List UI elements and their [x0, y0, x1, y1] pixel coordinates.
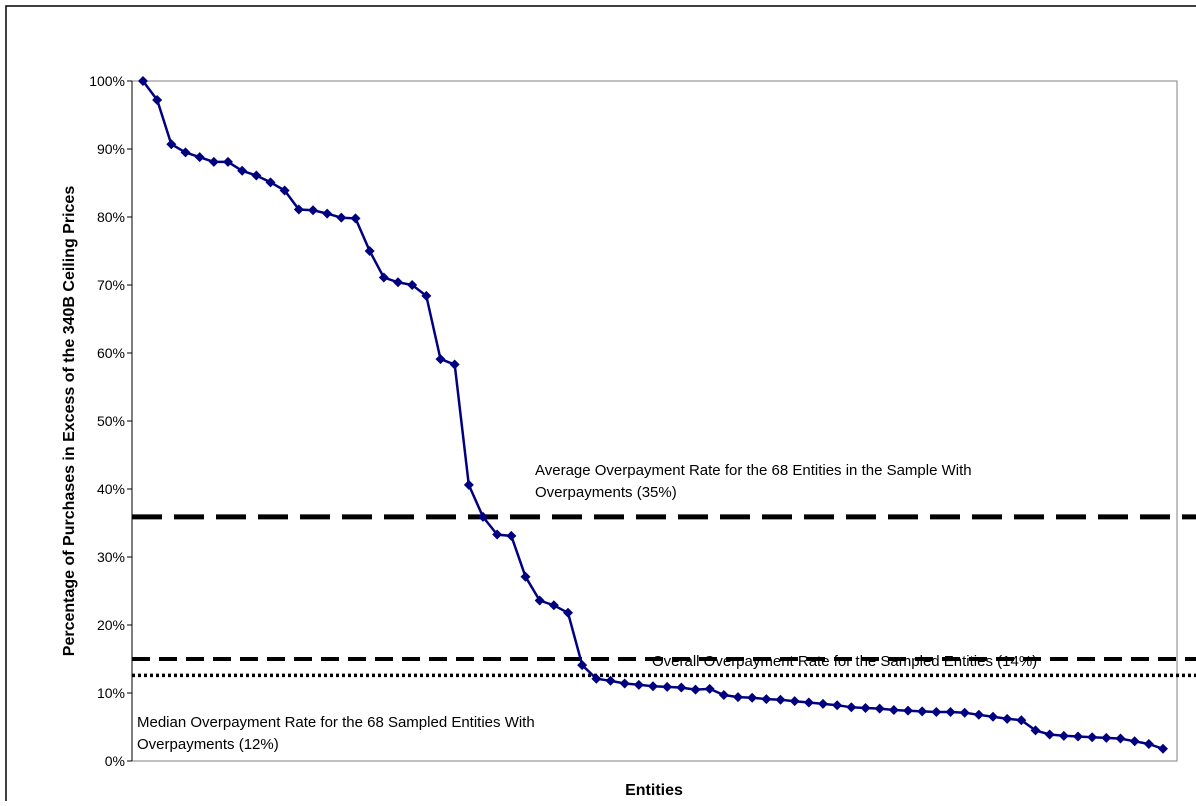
y-tick-label: 70%: [97, 277, 125, 293]
data-point: [874, 703, 885, 714]
y-tick-label: 30%: [97, 549, 125, 565]
data-point: [662, 681, 673, 692]
data-point: [223, 156, 233, 167]
average-line-label-2: Overpayments (35%): [535, 484, 677, 501]
data-point: [293, 204, 304, 215]
data-point: [648, 681, 658, 692]
data-point: [988, 711, 998, 722]
data-point: [463, 479, 474, 490]
data-point: [1158, 743, 1168, 754]
x-axis-title: Entities: [625, 782, 683, 799]
data-point: [577, 660, 588, 671]
data-point: [1016, 715, 1027, 726]
data-point: [180, 147, 191, 158]
y-tick-label: 0%: [105, 753, 125, 769]
y-axis: 0% 10% 20% 30% 40% 50% 60% 70% 80% 90% 100%: [89, 73, 133, 769]
data-point: [860, 702, 871, 713]
data-point: [832, 700, 843, 711]
data-point: [959, 707, 970, 718]
data-point: [407, 280, 418, 290]
data-point: [548, 600, 559, 611]
data-point: [378, 272, 389, 283]
data-point: [1073, 731, 1083, 742]
data-point: [534, 595, 545, 606]
data-point: [393, 277, 403, 288]
data-point: [449, 359, 460, 370]
data-point: [1002, 713, 1013, 724]
average-line-label: Average Overpayment Rate for the 68 Enti…: [535, 462, 972, 479]
y-tick-label: 40%: [97, 481, 125, 497]
y-tick-label: 100%: [89, 73, 125, 89]
y-tick-label: 20%: [97, 617, 125, 633]
data-point: [775, 694, 786, 705]
data-point: [364, 246, 375, 256]
median-line-label: Median Overpayment Rate for the 68 Sampl…: [137, 714, 535, 731]
data-point: [563, 607, 573, 618]
data-point: [733, 692, 743, 703]
data-point: [818, 698, 828, 709]
data-point: [945, 707, 956, 718]
data-point: [194, 152, 205, 163]
data-point: [520, 571, 531, 582]
data-point: [1087, 732, 1098, 743]
reference-lines: [132, 514, 1196, 678]
outer-frame: [5, 5, 1196, 806]
data-point: [761, 694, 772, 705]
data-point: [237, 165, 248, 176]
data-point: [1044, 729, 1055, 740]
data-point: [789, 696, 800, 707]
data-point: [279, 185, 290, 196]
data-point: [718, 690, 729, 701]
median-line-label-2: Overpayments (12%): [137, 736, 279, 753]
y-tick-label: 60%: [97, 345, 125, 361]
data-point: [846, 702, 857, 713]
data-point: [633, 679, 644, 690]
data-point: [308, 205, 318, 216]
data-point: [931, 707, 942, 718]
series-layer: [138, 76, 1168, 754]
data-point: [492, 529, 503, 540]
y-axis-title: Percentage of Purchases in Excess of the…: [61, 186, 78, 657]
data-point: [704, 683, 715, 694]
data-point: [251, 170, 262, 181]
data-point: [1115, 733, 1126, 744]
data-point: [1058, 730, 1069, 741]
data-point: [322, 208, 333, 219]
data-point: [973, 709, 984, 720]
data-point: [435, 354, 446, 365]
series-line: [141, 80, 1164, 750]
data-point: [506, 530, 517, 541]
data-point: [903, 705, 913, 716]
data-point: [917, 706, 928, 717]
data-point: [1030, 725, 1041, 736]
data-point: [1129, 736, 1140, 747]
overall-line-label: Overall Overpayment Rate for the Sampled…: [652, 653, 1037, 670]
data-point: [138, 76, 148, 86]
data-point: [478, 511, 488, 522]
data-point: [888, 705, 899, 715]
data-point: [803, 697, 814, 708]
data-point: [350, 213, 361, 224]
data-point: [591, 673, 602, 684]
data-point: [336, 212, 347, 223]
data-point: [152, 95, 163, 106]
data-point: [166, 139, 177, 150]
data-point: [690, 684, 701, 695]
y-tick-label: 80%: [97, 209, 125, 225]
data-point: [208, 156, 219, 167]
y-tick-label: 50%: [97, 413, 125, 429]
data-point: [265, 177, 276, 188]
data-point: [676, 682, 687, 693]
data-point: [1143, 739, 1154, 749]
data-point: [747, 692, 758, 703]
data-point: [421, 290, 432, 301]
data-point: [1101, 732, 1112, 743]
y-tick-label: 90%: [97, 141, 125, 157]
y-tick-label: 10%: [97, 685, 125, 701]
data-point: [619, 678, 630, 689]
data-point: [605, 675, 616, 686]
